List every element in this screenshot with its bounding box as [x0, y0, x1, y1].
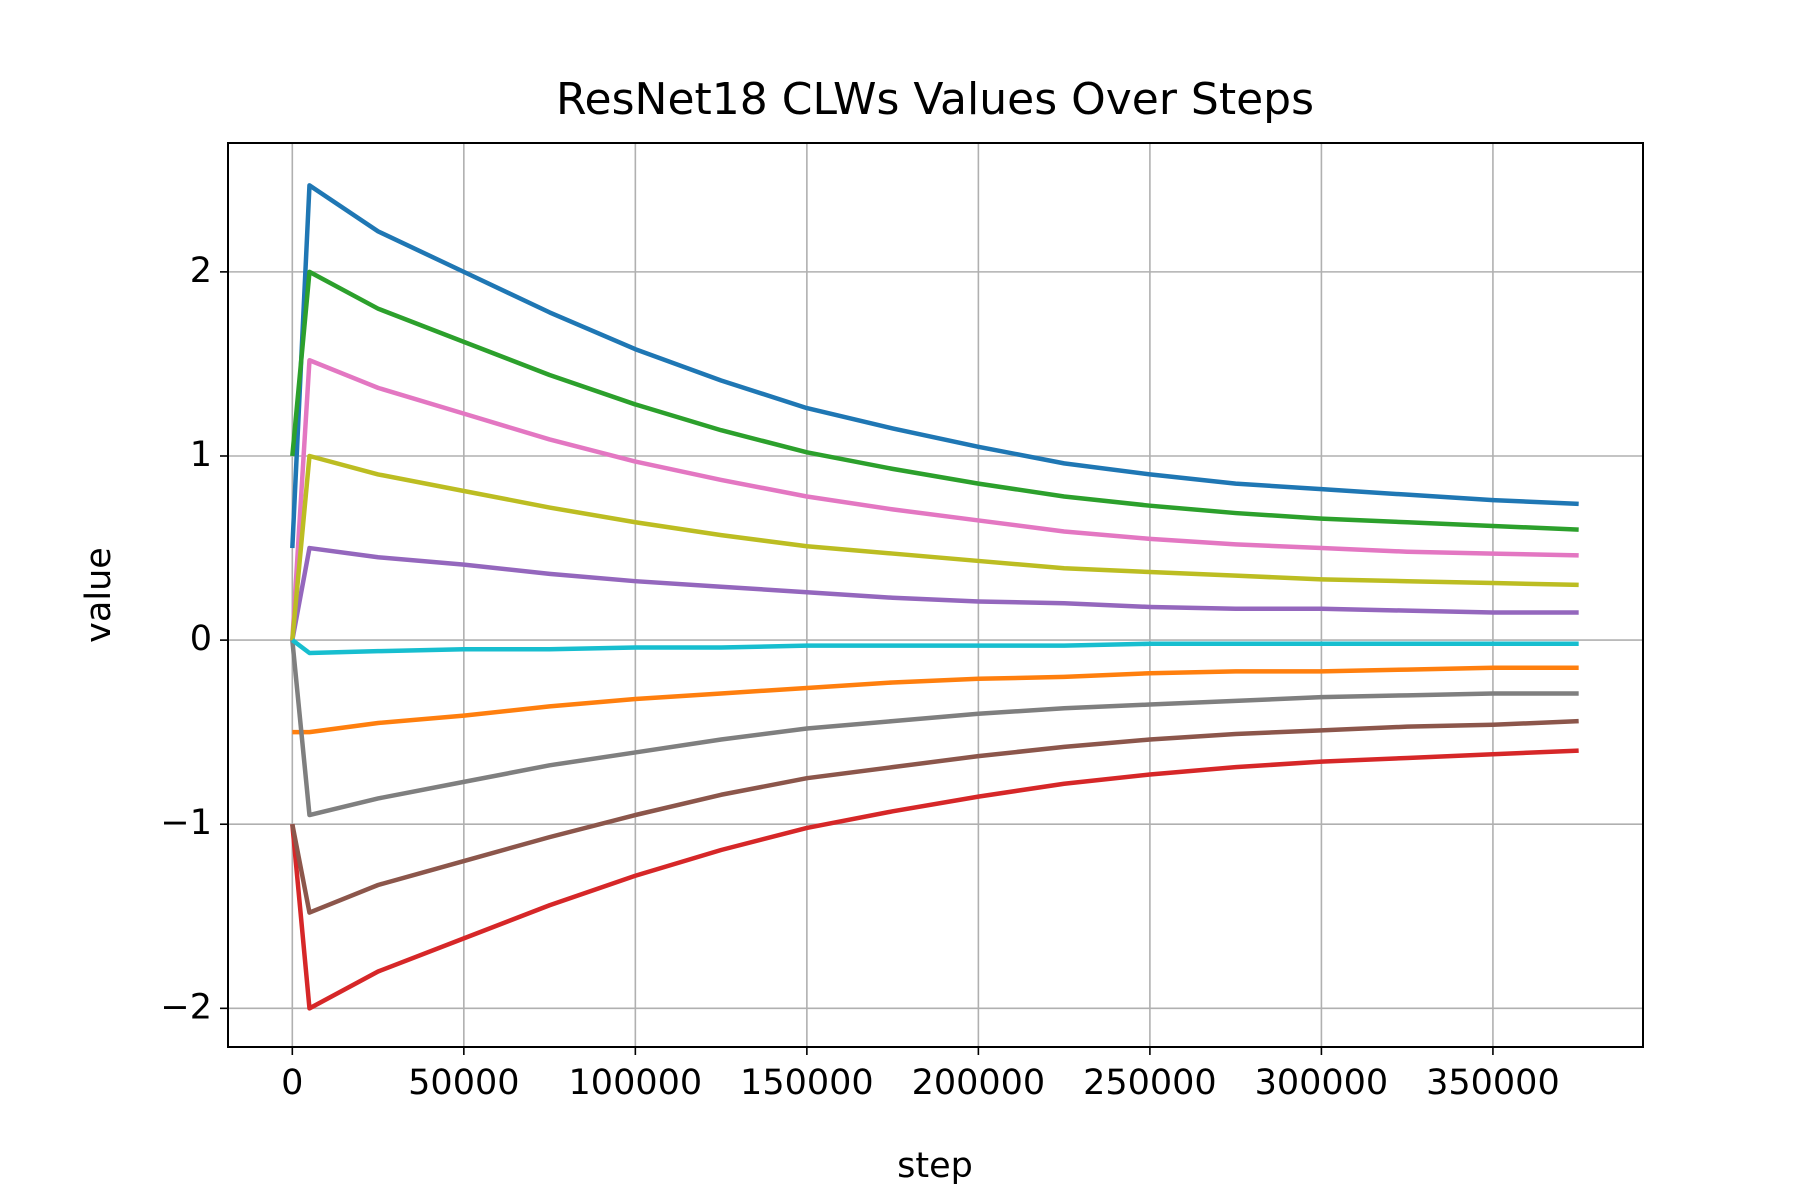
x-tick-label: 0: [281, 1063, 303, 1103]
y-tick-label: −1: [160, 803, 212, 843]
x-tick-label: 50000: [408, 1063, 519, 1103]
series-line: [290, 718, 1579, 915]
x-tick-label: 250000: [1083, 1063, 1217, 1103]
y-tick-label: −2: [160, 987, 212, 1027]
series-line: [292, 665, 1579, 735]
y-tick-label: 0: [190, 619, 212, 659]
y-tick-label: 2: [190, 251, 212, 291]
x-tick-label: 100000: [569, 1063, 703, 1103]
y-tick-label: 1: [190, 435, 212, 475]
x-tick-label: 200000: [912, 1063, 1046, 1103]
series-line: [290, 545, 1579, 641]
series-line: [290, 269, 1579, 532]
x-axis-label: step: [897, 1146, 973, 1186]
series-line: [290, 638, 1579, 656]
plot-frame: [227, 142, 1644, 1048]
series-line: [290, 358, 1579, 641]
series-line: [290, 748, 1579, 1011]
chart-title: ResNet18 CLWs Values Over Steps: [556, 74, 1314, 125]
series-line: [290, 639, 1579, 818]
y-axis-label: value: [79, 547, 119, 643]
x-tick-label: 150000: [740, 1063, 874, 1103]
series-line: [290, 183, 1579, 549]
x-tick-label: 350000: [1426, 1063, 1560, 1103]
series-line: [290, 453, 1579, 641]
x-tick-label: 300000: [1255, 1063, 1389, 1103]
